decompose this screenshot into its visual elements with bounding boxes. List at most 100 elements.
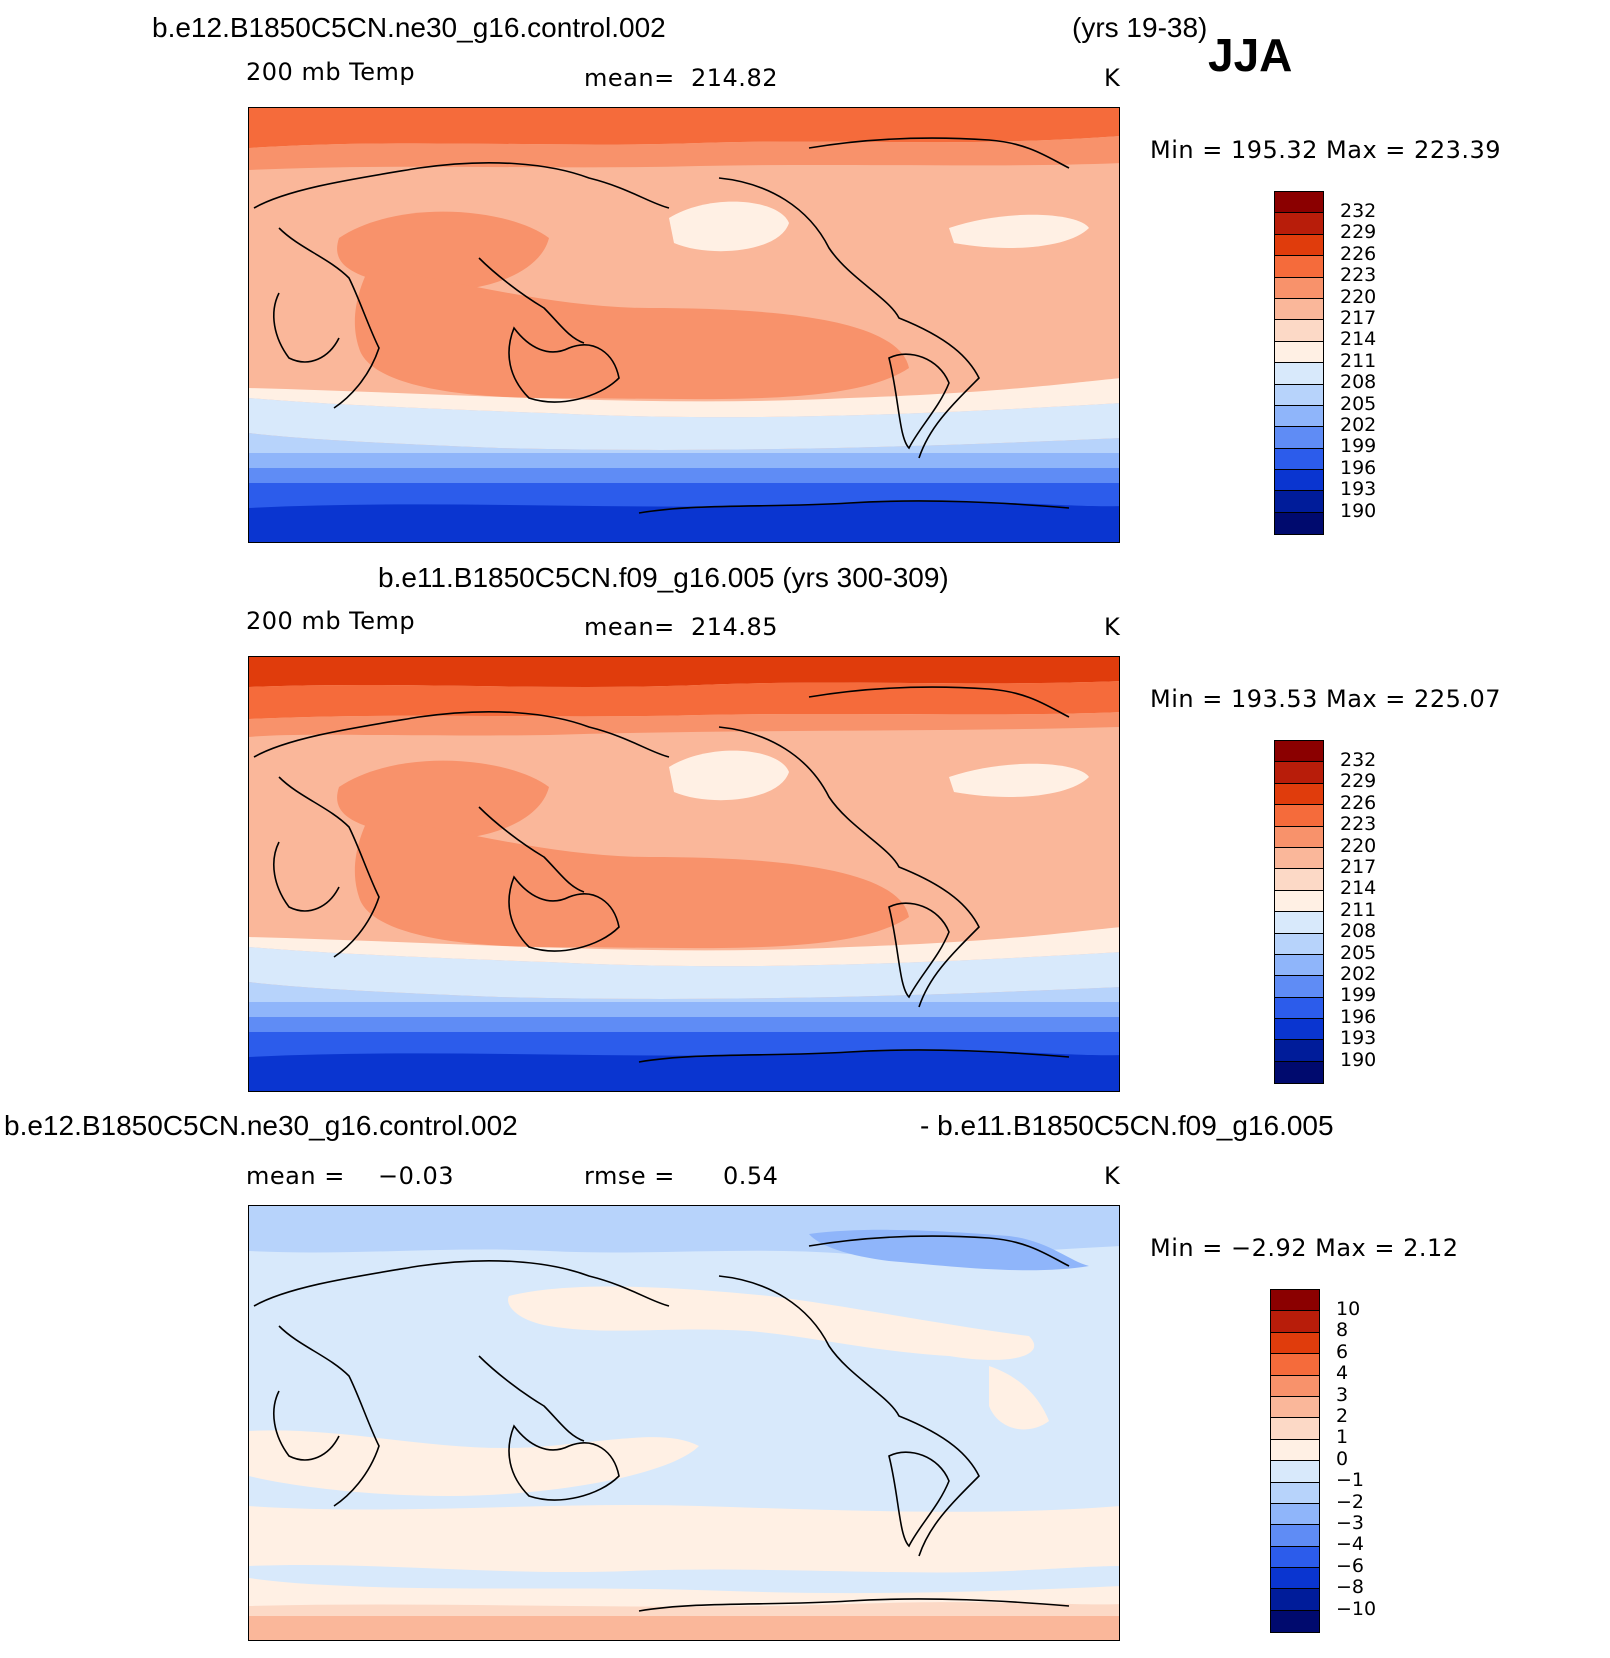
colorbar-tick-label: 232 [1340, 749, 1377, 771]
panel1-contour-plot [249, 108, 1119, 542]
colorbar-box [1275, 213, 1323, 235]
colorbar-box [1275, 384, 1323, 406]
colorbar-tick-label: −4 [1336, 1533, 1365, 1556]
colorbar-box [1275, 298, 1323, 321]
panel1-mean-value: 214.82 [691, 64, 778, 92]
colorbar-box [1275, 256, 1323, 278]
colorbar-tick-label: −1 [1336, 1469, 1365, 1492]
colorbar-tick-label: 211 [1340, 898, 1377, 921]
colorbar-box [1271, 1525, 1319, 1547]
panel1-map [248, 107, 1120, 543]
colorbar-box [1275, 783, 1323, 806]
colorbar-box [1271, 1418, 1319, 1440]
panel1-years: (yrs 19-38) [1072, 12, 1208, 43]
colorbar-tick-label: 8 [1336, 1319, 1349, 1342]
colorbar-tick-label: 196 [1340, 1005, 1377, 1028]
colorbar-tick-label: 3 [1336, 1383, 1349, 1406]
colorbar-tick-label: 214 [1340, 877, 1377, 900]
colorbar-tick-label: 199 [1340, 435, 1377, 458]
colorbar-box [1275, 192, 1323, 214]
panel3-units: K [1104, 1162, 1121, 1190]
colorbar-box [1275, 448, 1323, 471]
colorbar-tick-label: −2 [1336, 1490, 1365, 1513]
colorbar-box [1275, 869, 1323, 891]
colorbar-tick-label: −6 [1336, 1554, 1365, 1577]
colorbar-box [1275, 1061, 1323, 1084]
colorbar-box [1275, 277, 1323, 299]
panel3-title-right: - b.e11.B1850C5CN.f09_g16.005 [920, 1110, 1334, 1141]
panel3-map [248, 1205, 1120, 1641]
panel2-title: b.e11.B1850C5CN.f09_g16.005 (yrs 300-309… [378, 562, 949, 593]
colorbar-tick-label: 6 [1336, 1340, 1349, 1363]
colorbar-box [1275, 997, 1323, 1020]
colorbar-box [1271, 1546, 1319, 1569]
colorbar-box [1271, 1354, 1319, 1376]
colorbar-box [1275, 847, 1323, 870]
colorbar-box [1271, 1396, 1319, 1419]
colorbar-box [1271, 1311, 1319, 1333]
colorbar-tick-label: 205 [1340, 392, 1377, 415]
colorbar-tick-label: 223 [1340, 813, 1377, 836]
panel1-title: b.e12.B1850C5CN.ne30_g16.control.002 [152, 12, 666, 43]
colorbar-box [1271, 1589, 1319, 1611]
panel3-mean-label: mean = [246, 1162, 345, 1190]
panel3-mean-value: −0.03 [378, 1162, 455, 1190]
panel2-minmax: Min = 193.53 Max = 225.07 [1150, 685, 1502, 713]
colorbar-box [1275, 954, 1323, 977]
colorbar-box [1275, 234, 1323, 257]
panel1-mean-label: mean= [584, 64, 675, 92]
colorbar-tick-label: 190 [1340, 499, 1377, 522]
colorbar-tick-label: 0 [1336, 1447, 1349, 1470]
colorbar-tick-label: 229 [1340, 221, 1377, 244]
panel3-minmax: Min = −2.92 Max = 2.12 [1150, 1234, 1459, 1262]
colorbar-box [1275, 491, 1323, 513]
colorbar-tick-label: −3 [1336, 1512, 1365, 1534]
colorbar-tick-label: 226 [1340, 242, 1377, 265]
colorbar-tick-label: 199 [1340, 984, 1377, 1007]
panel2-contour-plot [249, 657, 1119, 1091]
colorbar-box [1271, 1610, 1319, 1633]
panel1-colorbar [1274, 191, 1324, 536]
colorbar-tick-label: 229 [1340, 770, 1377, 793]
panel2-map [248, 656, 1120, 1092]
colorbar-box [1275, 405, 1323, 428]
colorbar-box [1271, 1482, 1319, 1504]
colorbar-box [1271, 1503, 1319, 1526]
panel2-colorbar [1274, 740, 1324, 1085]
colorbar-tick-label: 223 [1340, 264, 1377, 287]
colorbar-box [1275, 1040, 1323, 1062]
colorbar-box [1271, 1290, 1319, 1312]
season-label: JJA [1208, 29, 1293, 81]
colorbar-tick-label: 217 [1340, 856, 1377, 878]
colorbar-tick-label: 211 [1340, 349, 1377, 372]
colorbar-tick-label: 208 [1340, 371, 1377, 394]
colorbar-box [1271, 1461, 1319, 1483]
colorbar-tick-label: 232 [1340, 200, 1377, 222]
colorbar-box [1271, 1568, 1319, 1590]
panel1-minmax: Min = 195.32 Max = 223.39 [1150, 136, 1502, 164]
panel2-units: K [1104, 613, 1121, 641]
colorbar-tick-label: 1 [1336, 1426, 1349, 1449]
colorbar-tick-label: 193 [1340, 478, 1377, 501]
colorbar-box [1275, 976, 1323, 998]
colorbar-tick-label: 220 [1340, 834, 1377, 857]
colorbar-box [1271, 1439, 1319, 1462]
panel2-mean-value: 214.85 [691, 613, 778, 641]
colorbar-box [1275, 1019, 1323, 1041]
colorbar-box [1275, 912, 1323, 934]
colorbar-box [1275, 363, 1323, 385]
colorbar-box [1275, 341, 1323, 364]
colorbar-tick-label: 220 [1340, 285, 1377, 308]
panel3-colorbar [1270, 1289, 1320, 1634]
colorbar-box [1271, 1332, 1319, 1355]
panel2-mean-label: mean= [584, 613, 675, 641]
panel2-field-label: 200 mb Temp [246, 607, 416, 635]
colorbar-tick-label: 226 [1340, 791, 1377, 814]
colorbar-tick-label: 10 [1336, 1298, 1361, 1320]
colorbar-tick-label: 196 [1340, 456, 1377, 479]
colorbar-tick-label: 190 [1340, 1048, 1377, 1071]
colorbar-tick-label: 208 [1340, 920, 1377, 943]
colorbar-box [1275, 805, 1323, 827]
panel3-contour-plot [249, 1206, 1119, 1640]
colorbar-tick-label: 202 [1340, 414, 1377, 436]
